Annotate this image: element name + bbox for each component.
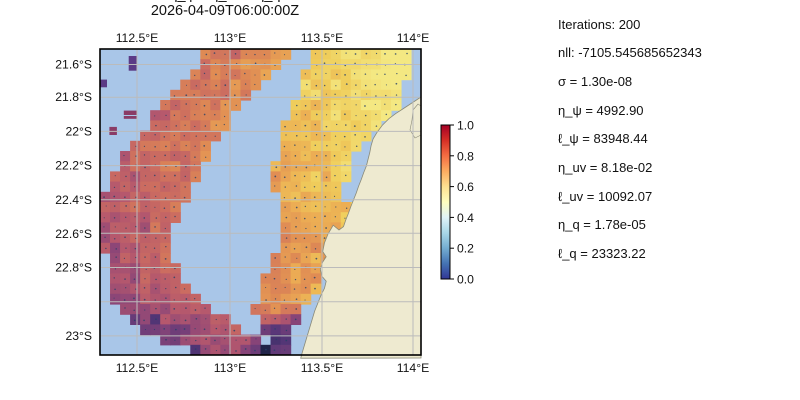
svg-text:113°E: 113°E bbox=[214, 31, 246, 45]
svg-text:113°E: 113°E bbox=[214, 361, 246, 375]
svg-text:0.0: 0.0 bbox=[457, 273, 474, 287]
svg-text:0.8: 0.8 bbox=[457, 149, 474, 163]
svg-text:1.0: 1.0 bbox=[457, 119, 474, 133]
svg-text:22.6°S: 22.6°S bbox=[55, 227, 92, 241]
svg-text:112.5°E: 112.5°E bbox=[116, 361, 159, 375]
svg-text:21.8°S: 21.8°S bbox=[55, 90, 92, 104]
svg-text:22.4°S: 22.4°S bbox=[55, 193, 92, 207]
svg-text:22.2°S: 22.2°S bbox=[55, 159, 92, 173]
svg-text:0.6: 0.6 bbox=[457, 180, 474, 194]
svg-text:0.2: 0.2 bbox=[457, 242, 474, 256]
svg-text:113.5°E: 113.5°E bbox=[301, 361, 344, 375]
svg-text:114°E: 114°E bbox=[397, 31, 429, 45]
svg-text:0.4: 0.4 bbox=[457, 211, 474, 225]
svg-text:113.5°E: 113.5°E bbox=[301, 31, 344, 45]
svg-text:112.5°E: 112.5°E bbox=[116, 31, 159, 45]
svg-text:23°S: 23°S bbox=[65, 329, 92, 343]
svg-text:21.6°S: 21.6°S bbox=[55, 58, 92, 72]
svg-text:114°E: 114°E bbox=[397, 361, 429, 375]
svg-text:22°S: 22°S bbox=[65, 124, 92, 138]
svg-text:22.8°S: 22.8°S bbox=[55, 261, 92, 275]
